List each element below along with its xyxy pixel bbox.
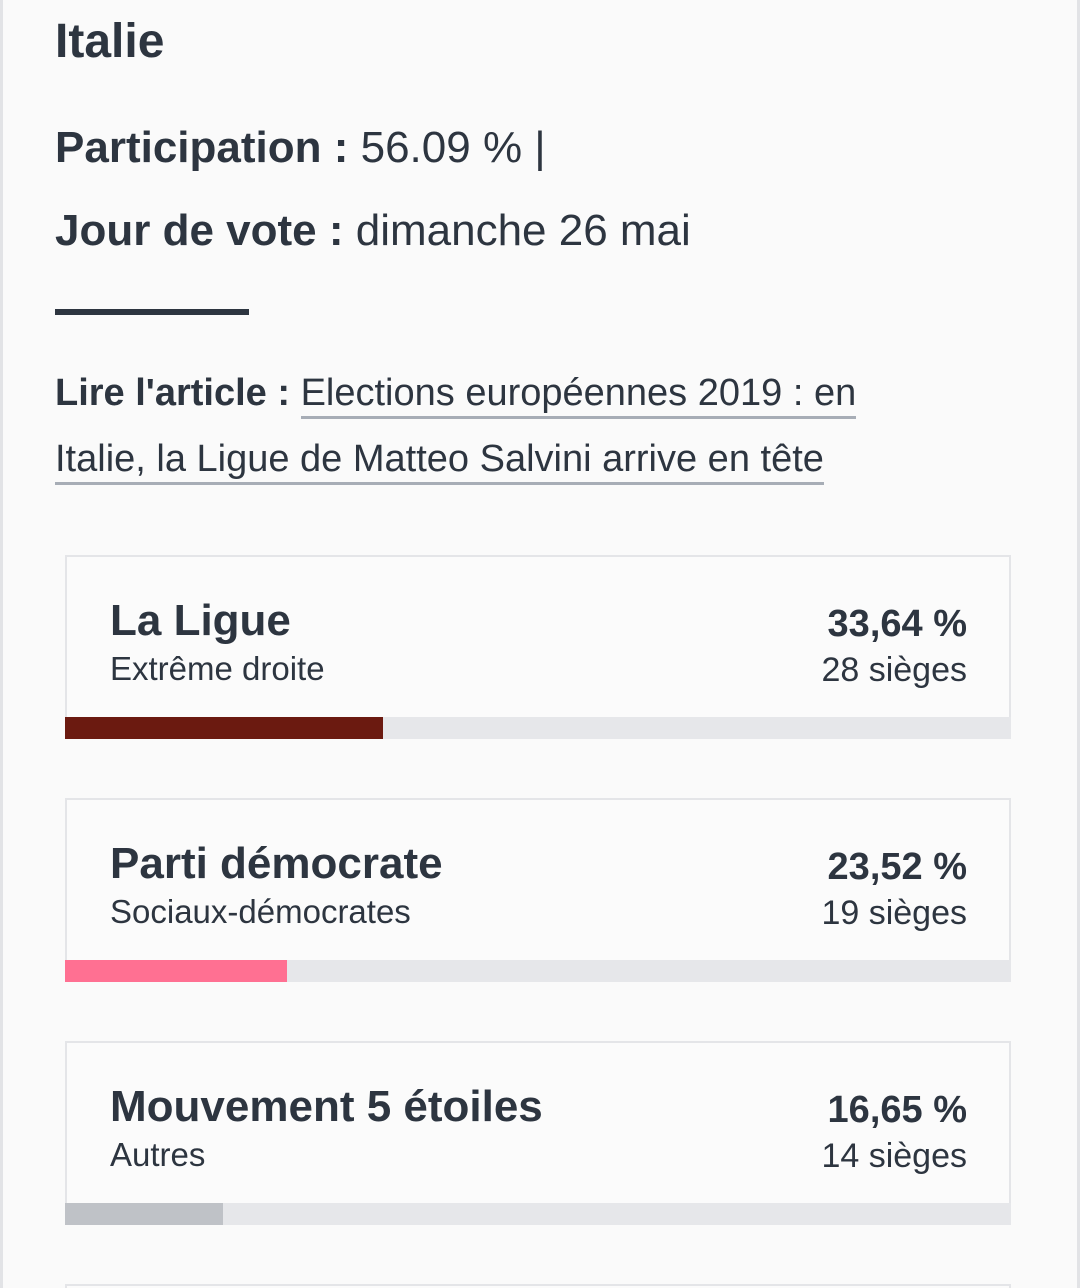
vote-day-label: Jour de vote : — [55, 206, 344, 255]
party-seats: 19 sièges — [821, 894, 967, 932]
result-bar-track — [65, 1203, 1011, 1225]
party-group: Autres — [110, 1136, 206, 1173]
party-group: Extrême droite — [110, 650, 325, 687]
party-card: Parti démocrate Sociaux-démocrates 23,52… — [65, 798, 1011, 982]
page-frame-right — [1077, 0, 1080, 1288]
party-card-body: Parti démocrate Sociaux-démocrates 23,52… — [65, 798, 1011, 960]
party-card-body: Mouvement 5 étoiles Autres 16,65 % 14 si… — [65, 1041, 1011, 1203]
participation-label: Participation : — [55, 123, 349, 172]
result-bar-track — [65, 717, 1011, 739]
article-line: Lire l'article : Elections européennes 2… — [55, 360, 955, 492]
party-card-body: La Ligue Extrême droite 33,64 % 28 siège… — [65, 555, 1011, 717]
party-card-partial — [65, 1284, 1011, 1288]
party-percent: 16,65 % — [827, 1089, 967, 1131]
section-divider — [55, 309, 249, 315]
result-bar-track — [65, 960, 1011, 982]
country-title: Italie — [55, 15, 165, 68]
party-name: Mouvement 5 étoiles — [110, 1082, 543, 1131]
result-bar-fill — [65, 960, 288, 982]
article-label: Lire l'article : — [55, 372, 291, 414]
participation-line: Participation : 56.09 % | — [55, 120, 546, 176]
party-percent: 33,64 % — [827, 603, 967, 645]
party-seats: 14 sièges — [821, 1137, 967, 1175]
vote-day-line: Jour de vote : dimanche 26 mai — [55, 203, 691, 259]
party-seats: 28 sièges — [821, 651, 967, 689]
party-card: La Ligue Extrême droite 33,64 % 28 siège… — [65, 555, 1011, 739]
result-bar-fill — [65, 717, 384, 739]
page-frame-left — [0, 0, 3, 1288]
party-card: Mouvement 5 étoiles Autres 16,65 % 14 si… — [65, 1041, 1011, 1225]
vote-day-value: dimanche 26 mai — [355, 206, 691, 255]
participation-value: 56.09 % | — [360, 123, 546, 172]
party-name: Parti démocrate — [110, 839, 443, 888]
article-link[interactable]: Elections européennes 2019 : en Italie, … — [55, 372, 857, 485]
result-bar-fill — [65, 1203, 223, 1225]
party-group: Sociaux-démocrates — [110, 893, 411, 930]
party-name: La Ligue — [110, 596, 291, 645]
party-percent: 23,52 % — [827, 846, 967, 888]
